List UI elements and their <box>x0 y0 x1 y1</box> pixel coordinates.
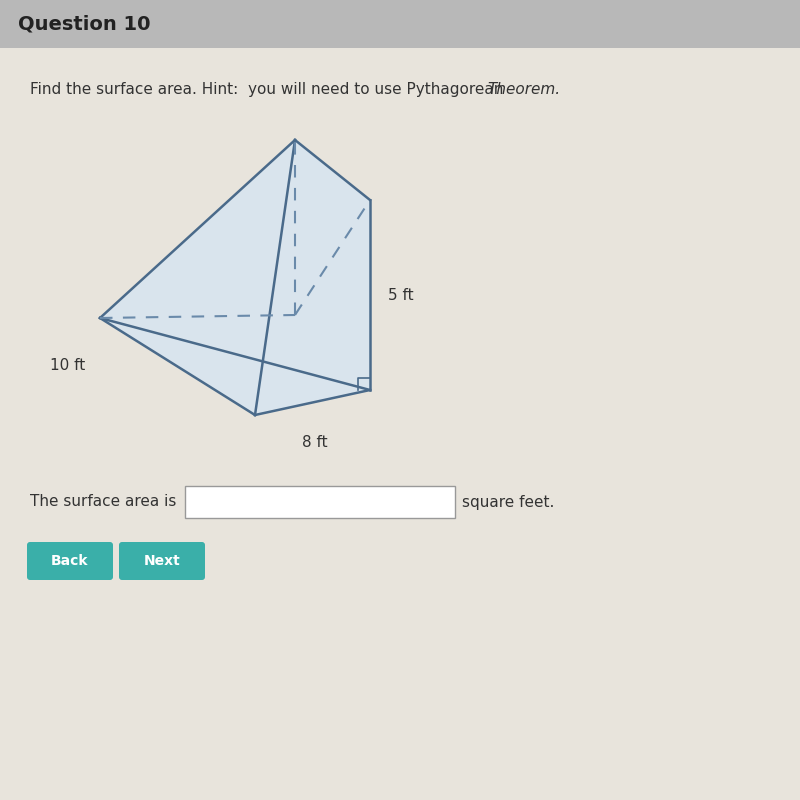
Text: 8 ft: 8 ft <box>302 435 328 450</box>
Bar <box>0 0 800 48</box>
FancyBboxPatch shape <box>119 542 205 580</box>
Text: Question 10: Question 10 <box>18 14 150 34</box>
Text: Next: Next <box>144 554 180 568</box>
Text: Theorem.: Theorem. <box>487 82 560 97</box>
Text: Find the surface area. Hint:  you will need to use Pythagorean: Find the surface area. Hint: you will ne… <box>30 82 508 97</box>
Text: The surface area is: The surface area is <box>30 494 176 510</box>
FancyBboxPatch shape <box>27 542 113 580</box>
Bar <box>185 486 455 518</box>
Text: 5 ft: 5 ft <box>388 287 414 302</box>
Text: Back: Back <box>51 554 89 568</box>
Polygon shape <box>100 140 370 415</box>
Text: 10 ft: 10 ft <box>50 358 85 373</box>
Text: square feet.: square feet. <box>462 494 554 510</box>
